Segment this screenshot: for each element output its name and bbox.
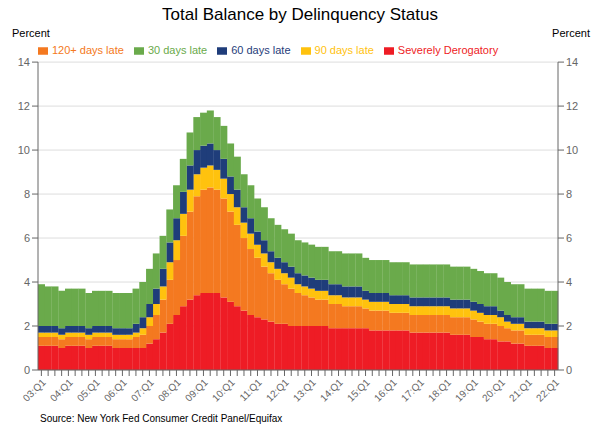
svg-text:17:Q1: 17:Q1 bbox=[399, 376, 426, 403]
svg-text:12:Q1: 12:Q1 bbox=[264, 376, 291, 403]
html-text:90 days late: 90 days late bbox=[314, 44, 374, 56]
svg-text:18:Q1: 18:Q1 bbox=[426, 376, 453, 403]
svg-text:2: 2 bbox=[566, 320, 572, 332]
svg-text:15:Q1: 15:Q1 bbox=[345, 376, 372, 403]
svg-text:11:Q1: 11:Q1 bbox=[237, 376, 264, 403]
svg-text:05:Q1: 05:Q1 bbox=[75, 376, 102, 403]
html-text:Total Balance by Delinquency S: Total Balance by Delinquency Status bbox=[162, 5, 438, 24]
svg-text:6: 6 bbox=[566, 232, 572, 244]
svg-text:09:Q1: 09:Q1 bbox=[183, 376, 210, 403]
html-text:60 days late: 60 days late bbox=[231, 44, 291, 56]
html-text:Percent: Percent bbox=[552, 27, 590, 39]
svg-text:20:Q1: 20:Q1 bbox=[480, 376, 507, 403]
svg-text:2: 2 bbox=[24, 320, 30, 332]
svg-text:10:Q1: 10:Q1 bbox=[210, 376, 237, 403]
svg-text:12: 12 bbox=[566, 100, 578, 112]
svg-text:4: 4 bbox=[566, 276, 572, 288]
svg-text:0: 0 bbox=[24, 364, 30, 376]
svg-text:8: 8 bbox=[566, 188, 572, 200]
svg-text:14: 14 bbox=[18, 56, 30, 68]
html-text:Severely Derogatory: Severely Derogatory bbox=[397, 44, 499, 56]
svg-text:12: 12 bbox=[18, 100, 30, 112]
svg-text:03:Q1: 03:Q1 bbox=[21, 376, 48, 403]
svg-text:22:Q1: 22:Q1 bbox=[534, 376, 561, 403]
svg-text:6: 6 bbox=[24, 232, 30, 244]
html-text:120+ days late: 120+ days late bbox=[52, 44, 124, 56]
svg-text:0: 0 bbox=[566, 364, 572, 376]
svg-text:19:Q1: 19:Q1 bbox=[453, 376, 480, 403]
html-text:Source: New York Fed Consumer: Source: New York Fed Consumer Credit Pan… bbox=[40, 413, 283, 424]
svg-text:08:Q1: 08:Q1 bbox=[156, 376, 183, 403]
html-text:30 days late: 30 days late bbox=[147, 44, 208, 56]
svg-text:06:Q1: 06:Q1 bbox=[102, 376, 129, 403]
svg-text:07:Q1: 07:Q1 bbox=[129, 376, 156, 403]
svg-text:10: 10 bbox=[18, 144, 30, 156]
svg-text:10: 10 bbox=[566, 144, 578, 156]
svg-text:16:Q1: 16:Q1 bbox=[372, 376, 399, 403]
svg-text:4: 4 bbox=[24, 276, 30, 288]
svg-text:14: 14 bbox=[566, 56, 578, 68]
svg-text:8: 8 bbox=[24, 188, 30, 200]
svg-text:21:Q1: 21:Q1 bbox=[507, 376, 534, 403]
svg-text:14:Q1: 14:Q1 bbox=[318, 376, 345, 403]
html-text:Percent: Percent bbox=[12, 27, 50, 39]
svg-text:04:Q1: 04:Q1 bbox=[48, 376, 75, 403]
svg-text:13:Q1: 13:Q1 bbox=[291, 376, 318, 403]
